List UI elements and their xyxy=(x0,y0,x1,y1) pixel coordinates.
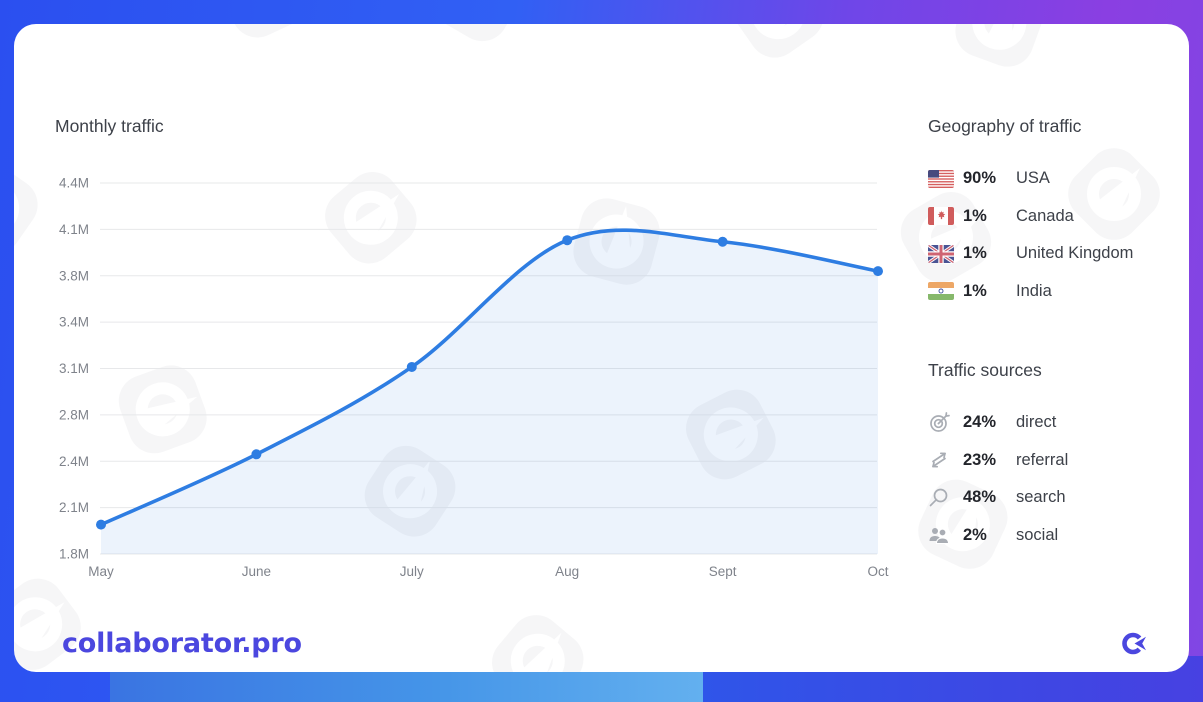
source-row-referral: 23% referral xyxy=(928,442,1183,480)
search-percent: 48% xyxy=(963,488,997,507)
search-icon xyxy=(928,487,963,509)
canada-flag-icon xyxy=(928,207,963,226)
social-percent: 2% xyxy=(963,525,987,544)
svg-text:1.8M: 1.8M xyxy=(59,547,89,562)
stats-card: Monthly traffic 1.8M 2.1M 2.4M 2.8M 3.1M 3.4M… xyxy=(14,24,1189,672)
people-icon xyxy=(928,524,963,546)
direct-percent: 24% xyxy=(963,413,997,432)
monthly-traffic-chart: 1.8M 2.1M 2.4M 2.8M 3.1M 3.4M 3.8M 4.1M 4.4M May J… xyxy=(59,176,889,579)
svg-text:July: July xyxy=(400,564,424,579)
svg-text:Sept: Sept xyxy=(709,564,737,579)
brand-wordmark[interactable]: collaborator.pro xyxy=(62,628,302,659)
svg-text:Aug: Aug xyxy=(555,564,579,579)
geography-title: Geography of traffic xyxy=(928,116,1082,136)
svg-text:4.4M: 4.4M xyxy=(59,176,89,191)
svg-text:4.1M: 4.1M xyxy=(59,222,89,237)
social-label: social xyxy=(1016,525,1059,544)
geography-row-canada: 1% Canada xyxy=(928,198,1183,236)
uk-label: United Kingdom xyxy=(1016,244,1134,263)
sources-list: 24% direct 23% ref xyxy=(928,404,1183,554)
svg-text:2.1M: 2.1M xyxy=(59,500,89,515)
uk-percent: 1% xyxy=(963,244,987,263)
india-label: India xyxy=(1016,281,1052,300)
svg-text:Oct: Oct xyxy=(867,564,888,579)
search-label: search xyxy=(1016,488,1066,507)
geography-row-usa: 90% USA xyxy=(928,160,1183,198)
uk-flag-icon xyxy=(928,244,963,263)
direct-label: direct xyxy=(1016,413,1057,432)
referral-arrows-icon xyxy=(928,449,963,471)
geography-list: 90% USA 1% Canada xyxy=(928,160,1183,310)
india-percent: 1% xyxy=(963,281,987,300)
svg-text:3.8M: 3.8M xyxy=(59,268,89,283)
geography-row-india: 1% India xyxy=(928,273,1183,311)
referral-label: referral xyxy=(1016,450,1069,469)
collaborator-logo-icon xyxy=(1122,632,1146,655)
svg-text:2.4M: 2.4M xyxy=(59,454,89,469)
right-panel: Geography of traffic xyxy=(928,116,1183,554)
monthly-traffic-title: Monthly traffic xyxy=(55,116,164,136)
canada-label: Canada xyxy=(1016,206,1074,225)
usa-percent: 90% xyxy=(963,169,997,188)
svg-text:June: June xyxy=(242,564,271,579)
traffic-sources-title: Traffic sources xyxy=(928,360,1042,380)
svg-text:3.1M: 3.1M xyxy=(59,361,89,376)
source-row-social: 2% social xyxy=(928,517,1183,555)
usa-label: USA xyxy=(1016,169,1050,188)
target-icon xyxy=(928,411,963,434)
geography-row-uk: 1% United Kingdom xyxy=(928,235,1183,273)
svg-text:2.8M: 2.8M xyxy=(59,407,89,422)
svg-text:3.4M: 3.4M xyxy=(59,315,89,330)
source-row-search: 48% search xyxy=(928,479,1183,517)
svg-text:May: May xyxy=(88,564,114,579)
canada-percent: 1% xyxy=(963,206,987,225)
source-row-direct: 24% direct xyxy=(928,404,1183,442)
india-flag-icon xyxy=(928,282,963,301)
referral-percent: 23% xyxy=(963,450,997,469)
usa-flag-icon xyxy=(928,169,963,188)
